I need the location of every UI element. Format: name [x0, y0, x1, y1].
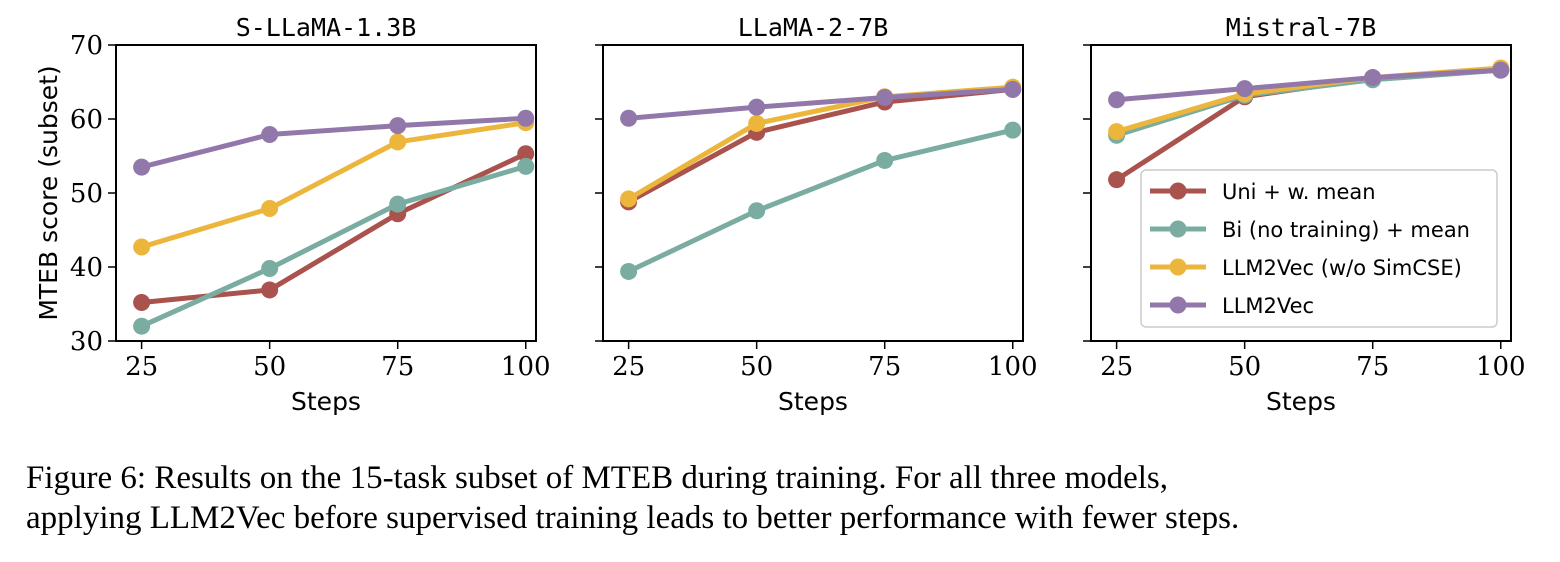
legend-swatch-marker	[1169, 258, 1187, 276]
series-line	[1115, 67, 1501, 138]
data-point	[261, 281, 279, 299]
data-point	[748, 114, 766, 132]
y-tick-label: 30	[70, 327, 103, 357]
data-point	[133, 294, 151, 312]
legend-label: LLM2Vec	[1222, 294, 1314, 318]
series-line	[140, 163, 527, 329]
chart-title: Mistral-7B	[1226, 13, 1377, 42]
data-point	[517, 145, 535, 163]
x-tick-label: 100	[501, 352, 551, 382]
data-point	[261, 200, 279, 218]
data-point	[1108, 91, 1126, 109]
data-point	[876, 89, 894, 107]
chart-panel-llama-2-7b: LLaMA-2-7B 25 50 75 100 Steps	[595, 13, 1038, 416]
x-tick-label: 50	[1228, 352, 1261, 382]
series-line	[1115, 65, 1501, 134]
x-tick-label: 25	[125, 352, 158, 382]
x-tick-label: 50	[740, 352, 773, 382]
data-point	[517, 109, 535, 127]
x-axis-label: Steps	[778, 387, 848, 416]
data-point	[389, 133, 407, 151]
figure-caption: Figure 6: Results on the 15-task subset …	[26, 458, 1546, 538]
x-tick-label: 100	[988, 352, 1038, 382]
data-point	[517, 157, 535, 175]
chart-title: LLaMA-2-7B	[738, 13, 889, 42]
data-point	[133, 317, 151, 335]
legend-swatch-marker	[1169, 296, 1187, 314]
legend-item-llm2vec-w-o-simcse: LLM2Vec (w/o SimCSE)	[1150, 256, 1462, 280]
series-llm2vec	[1108, 61, 1510, 109]
data-point	[620, 262, 638, 280]
caption-line-1: Figure 6: Results on the 15-task subset …	[26, 460, 1169, 496]
data-point	[389, 195, 407, 213]
data-point	[1492, 61, 1510, 79]
data-point	[1364, 69, 1382, 87]
plot-frame	[602, 44, 1024, 342]
series-line	[1116, 67, 1501, 103]
legend-swatch-marker	[1169, 220, 1187, 238]
figure-charts: S-LLaMA-1.3B 30 40 50 60 70 25 50 75 100 Steps MTEB…	[34, 13, 1526, 416]
series-bi-no-training-mean	[620, 121, 1022, 280]
data-point	[748, 202, 766, 220]
y-tick-label: 40	[70, 253, 103, 283]
series-llm2vec	[620, 80, 1022, 127]
y-tick-label: 60	[70, 105, 103, 135]
x-axis-label: Steps	[291, 387, 361, 416]
data-point	[620, 109, 638, 127]
series-bi-no-training-mean	[133, 157, 535, 335]
caption-line-2: applying LLM2Vec before supervised train…	[26, 500, 1240, 536]
series-llm2vec	[133, 109, 535, 176]
data-point	[620, 190, 638, 208]
data-point	[1108, 123, 1126, 141]
legend: Uni + w. mean Bi (no training) + mean LLM2…	[1140, 169, 1498, 328]
x-tick-label: 100	[1476, 352, 1526, 382]
x-tick-label: 50	[253, 352, 286, 382]
legend-label: LLM2Vec (w/o SimCSE)	[1222, 256, 1462, 280]
legend-item-llm2vec: LLM2Vec	[1150, 294, 1314, 318]
legend-label: Bi (no training) + mean	[1222, 218, 1470, 242]
chart-title: S-LLaMA-1.3B	[236, 13, 417, 42]
x-axis-label: Steps	[1266, 387, 1336, 416]
data-point	[1004, 80, 1022, 98]
x-tick-label: 75	[381, 352, 414, 382]
x-tick-label: 75	[868, 352, 901, 382]
y-axis-label: MTEB score (subset)	[34, 65, 63, 320]
data-point	[389, 117, 407, 135]
series-line	[140, 120, 527, 250]
plot-frame	[115, 44, 537, 342]
data-point	[261, 259, 279, 277]
data-point	[133, 238, 151, 256]
legend-item-uni-w-mean: Uni + w. mean	[1150, 180, 1376, 204]
series-line	[627, 127, 1014, 274]
legend-box	[1140, 169, 1498, 328]
x-tick-label: 75	[1356, 352, 1389, 382]
chart-panel-s-llama-1-3b: S-LLaMA-1.3B 30 40 50 60 70 25 50 75 100 Steps MTEB…	[34, 13, 551, 416]
data-point	[1236, 80, 1254, 98]
plot-frame	[1090, 44, 1512, 342]
data-point	[261, 126, 279, 144]
data-point	[133, 158, 151, 176]
data-point	[748, 98, 766, 116]
x-tick-label: 25	[1100, 352, 1133, 382]
y-tick-label: 70	[70, 31, 103, 61]
y-tick-label: 50	[70, 179, 103, 209]
data-point	[1004, 121, 1022, 139]
series-line	[140, 115, 526, 170]
series-line	[628, 86, 1013, 121]
legend-swatch-marker	[1169, 182, 1187, 200]
legend-label: Uni + w. mean	[1222, 180, 1376, 204]
chart-panel-mistral-7b: Mistral-7B 25 50 75 100 Steps	[1083, 13, 1526, 416]
data-point	[1108, 171, 1126, 189]
series-uni-w-mean	[133, 145, 535, 312]
legend-item-bi-no-training-mean: Bi (no training) + mean	[1150, 218, 1470, 242]
data-point	[876, 151, 894, 169]
x-tick-label: 25	[612, 352, 645, 382]
